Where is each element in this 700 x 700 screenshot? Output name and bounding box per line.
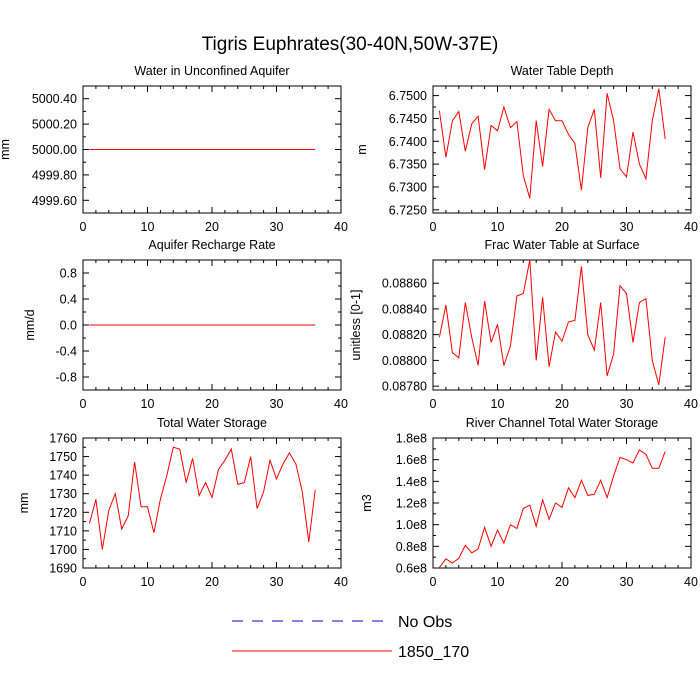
y-tick-label: 0.08860 [382,277,427,291]
panel-6: River Channel Total Water Storage m3 0 10 20… [360,416,698,589]
y-tick-label: 1.6e8 [396,453,427,467]
y-tick-label: 1750 [49,450,77,464]
x-tick-label: 30 [270,397,284,411]
x-tick-label: 10 [491,575,505,589]
plot-frame [432,85,692,214]
y-tick-label: 1.0e8 [396,518,427,532]
x-tick-label: 0 [430,575,437,589]
y-tick-label: 1.2e8 [396,497,427,511]
y-axis-label: m [355,144,369,154]
y-tick-label: 1710 [49,524,77,538]
x-tick-label: 30 [620,575,634,589]
panel-title: Water Table Depth [511,64,614,78]
x-tick-label: 40 [684,220,698,234]
y-tick-label: 0.6e8 [396,562,427,576]
y-tick-label: 6.7400 [389,135,427,149]
y-tick-label: 6.7300 [389,180,427,194]
y-tick-label: 1700 [49,543,77,557]
x-tick-label: 10 [491,397,505,411]
series-line [438,449,666,568]
y-tick-label: 4999.60 [32,194,77,208]
y-tick-label: -0.8 [55,371,77,385]
y-tick-label: 1730 [49,487,77,501]
y-axis-label: m3 [360,494,374,511]
y-tick-label: 6.7350 [389,158,427,172]
panel-title: River Channel Total Water Storage [466,416,659,430]
x-tick-label: 10 [141,575,155,589]
y-axis-label: mm [17,493,31,514]
y-tick-label: 0.08780 [382,380,427,394]
legend-label: 1850_170 [398,644,469,661]
x-tick-label: 20 [555,575,569,589]
legend-label: No Obs [398,614,452,631]
panel-title: Frac Water Table at Surface [485,238,640,252]
x-tick-label: 20 [205,220,219,234]
y-axis-label: unitless [0-1] [349,290,363,361]
y-tick-label: 0.08840 [382,302,427,316]
x-tick-label: 0 [430,397,437,411]
y-tick-label: 0.8 [60,267,77,281]
series-line [438,259,666,386]
x-tick-label: 20 [555,397,569,411]
panel-2: Water Table Depth m 0 10 20 30 40 6.7250 6.7300 6… [355,64,698,234]
x-tick-label: 10 [141,220,155,234]
y-tick-label: 0.8e8 [396,540,427,554]
series-line [438,88,666,199]
x-tick-label: 20 [205,397,219,411]
x-tick-label: 40 [334,220,348,234]
y-tick-label: 1.4e8 [396,475,427,489]
y-tick-label: 1690 [49,562,77,576]
y-tick-label: 5000.20 [32,118,77,132]
panel-title: Aquifer Recharge Rate [148,238,275,252]
panel-title: Water in Unconfined Aquifer [134,64,289,78]
y-tick-label: 0.0 [60,319,77,333]
y-tick-label: 6.7450 [389,112,427,126]
x-tick-label: 40 [684,575,698,589]
panel-title: Total Water Storage [157,416,267,430]
x-tick-label: 30 [620,220,634,234]
plot-frame [432,259,692,391]
y-tick-label: 1.8e8 [396,432,427,446]
y-tick-label: 1740 [49,469,77,483]
y-tick-label: 6.7250 [389,203,427,217]
x-tick-label: 0 [80,220,87,234]
x-tick-label: 30 [620,397,634,411]
x-tick-label: 0 [80,397,87,411]
x-tick-label: 0 [430,220,437,234]
y-tick-label: 5000.40 [32,92,77,106]
panel-5: Total Water Storage mm 0 10 20 30 40 1690 1700 17… [17,416,348,589]
y-tick-label: 6.7500 [389,89,427,103]
y-tick-label: 4999.80 [32,168,77,182]
plot-frame [82,437,342,569]
y-tick-label: 1760 [49,432,77,446]
series-line [89,446,316,550]
x-tick-label: 10 [141,397,155,411]
x-tick-label: 20 [205,575,219,589]
y-axis-label: mm [0,139,12,160]
x-tick-label: 10 [491,220,505,234]
y-tick-label: 0.08800 [382,354,427,368]
x-tick-label: 30 [270,220,284,234]
y-tick-label: 1720 [49,506,77,520]
plot-frame [432,437,692,569]
panel-1: Water in Unconfined Aquifer mm 0 10 20 30 40 49… [0,64,348,234]
y-axis-label: mm/d [23,309,37,340]
x-tick-label: 20 [555,220,569,234]
panel-4: Frac Water Table at Surface unitless [0-1… [349,238,698,411]
x-tick-label: 30 [270,575,284,589]
figure-title: Tigris Euphrates(30-40N,50W-37E) [201,34,499,55]
x-tick-label: 40 [334,397,348,411]
legend: No Obs 1850_170 [232,614,469,661]
y-tick-label: -0.4 [55,345,77,359]
y-tick-label: 0.4 [60,293,77,307]
x-tick-label: 40 [334,575,348,589]
panel-3: Aquifer Recharge Rate mm/d 0 10 20 30 40 -0.8 -0… [23,238,348,411]
y-tick-label: 5000.00 [32,143,77,157]
y-tick-label: 0.08820 [382,328,427,342]
x-tick-label: 40 [684,397,698,411]
x-tick-label: 0 [80,575,87,589]
